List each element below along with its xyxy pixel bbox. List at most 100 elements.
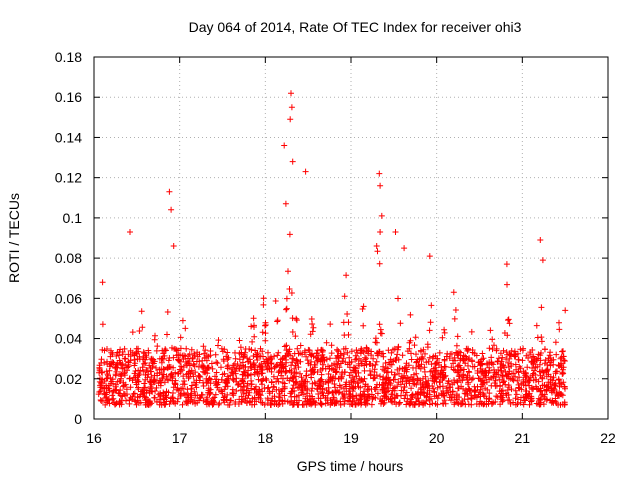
x-tick-label: 19	[343, 430, 359, 446]
data-point	[259, 364, 266, 371]
data-point	[206, 375, 213, 382]
data-point	[106, 396, 112, 402]
data-point	[293, 369, 300, 376]
data-point	[141, 350, 148, 357]
data-point	[358, 401, 364, 408]
data-point	[530, 377, 537, 384]
data-point	[219, 348, 226, 355]
data-point	[559, 348, 565, 355]
data-point	[500, 379, 506, 386]
data-point	[513, 391, 520, 398]
data-point	[162, 346, 169, 353]
data-point	[352, 352, 359, 359]
data-point	[522, 382, 529, 389]
data-point	[260, 301, 267, 308]
data-point	[306, 392, 313, 399]
y-tick-label: 0.16	[55, 89, 82, 105]
data-point	[368, 401, 375, 408]
data-point	[133, 401, 140, 408]
data-point	[337, 350, 344, 357]
data-point	[186, 362, 193, 369]
data-point	[553, 389, 560, 396]
data-point	[266, 388, 273, 395]
data-point	[173, 347, 180, 354]
data-point	[101, 359, 108, 366]
data-point	[273, 386, 280, 393]
data-point	[553, 351, 560, 358]
data-point	[302, 378, 309, 385]
data-point	[529, 386, 536, 393]
y-tick-label: 0.1	[63, 210, 83, 226]
data-point	[528, 397, 535, 404]
data-point	[453, 342, 460, 349]
data-point	[301, 349, 308, 356]
data-point	[205, 389, 212, 396]
data-point	[372, 335, 379, 342]
data-point	[372, 361, 379, 368]
data-point	[248, 385, 255, 392]
data-point	[140, 387, 146, 394]
data-point	[288, 90, 294, 97]
data-point	[119, 393, 126, 400]
data-point	[538, 350, 544, 356]
data-point	[426, 396, 433, 403]
data-point	[103, 384, 110, 391]
data-point	[455, 400, 462, 407]
data-point	[332, 384, 338, 391]
data-point	[101, 385, 107, 392]
data-point	[308, 388, 315, 394]
data-point	[505, 317, 511, 324]
data-point	[232, 349, 238, 356]
data-point	[410, 380, 417, 387]
data-point	[499, 373, 506, 380]
data-point	[407, 337, 414, 344]
data-point	[245, 392, 252, 399]
data-point	[421, 368, 428, 375]
data-point	[251, 401, 258, 408]
data-point	[388, 358, 395, 365]
data-point	[200, 343, 207, 350]
data-point	[268, 356, 275, 362]
data-point	[127, 347, 134, 354]
data-point	[423, 398, 430, 404]
data-point	[272, 298, 279, 304]
data-point	[468, 395, 474, 401]
data-point	[413, 351, 419, 358]
data-point	[310, 324, 317, 331]
data-point	[536, 397, 543, 404]
data-point	[382, 389, 389, 395]
data-point	[289, 385, 296, 392]
data-point	[237, 383, 244, 390]
data-point	[240, 371, 247, 378]
data-point	[408, 385, 415, 392]
y-tick-label: 0.14	[55, 129, 82, 145]
data-point	[355, 379, 362, 386]
data-point	[98, 398, 105, 404]
data-point	[190, 371, 196, 377]
data-point	[202, 354, 208, 361]
data-point	[125, 361, 132, 368]
data-point	[343, 272, 350, 279]
data-point	[205, 376, 212, 383]
data-point	[538, 334, 545, 341]
data-point	[288, 362, 295, 369]
data-point	[406, 401, 413, 408]
data-point	[418, 348, 424, 355]
y-tick-label: 0.06	[55, 290, 82, 306]
data-point	[411, 342, 418, 349]
data-point	[297, 358, 304, 365]
data-point	[136, 371, 143, 378]
data-point	[215, 401, 222, 408]
data-point	[279, 361, 286, 368]
data-point	[159, 375, 165, 382]
data-point	[251, 324, 257, 330]
data-point	[426, 354, 433, 361]
data-point	[259, 400, 266, 406]
data-point	[157, 390, 164, 397]
data-point	[99, 279, 106, 286]
data-point	[145, 347, 152, 354]
data-point	[522, 372, 529, 379]
data-point	[410, 364, 416, 371]
x-axis-label: GPS time / hours	[297, 458, 404, 474]
data-point	[348, 348, 355, 355]
